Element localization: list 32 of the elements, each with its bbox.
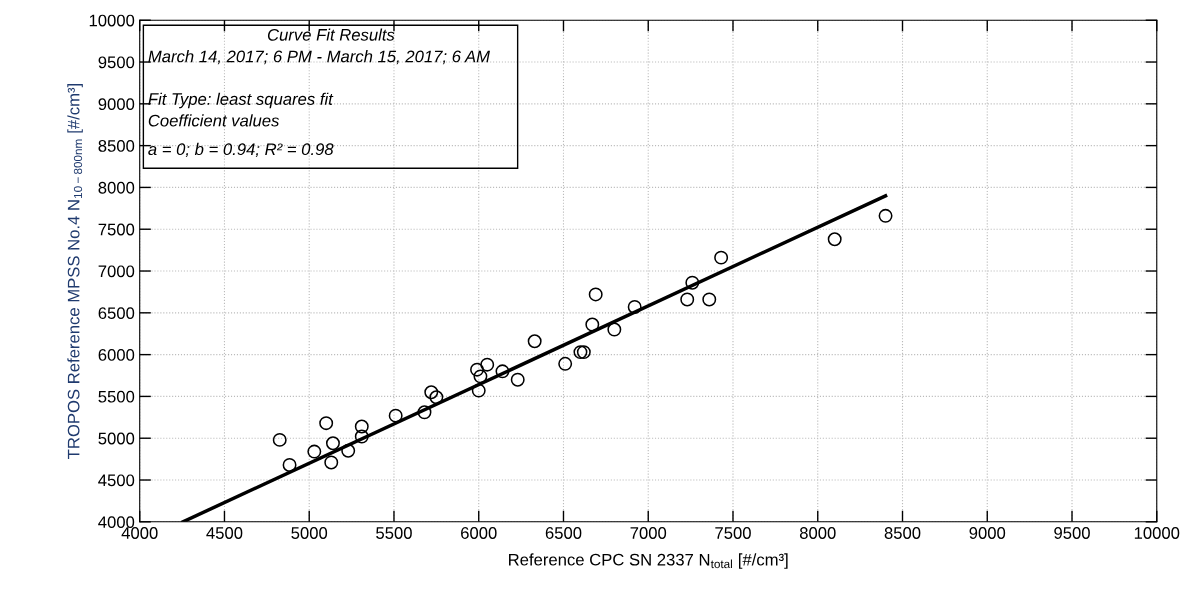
- x-tick-label: 4000: [121, 527, 158, 539]
- y-tick-label: 9000: [98, 98, 135, 111]
- x-tick-label: 9500: [1054, 527, 1090, 539]
- x-axis-title: Reference CPC SN 2337 N$_{total}$ [#/cm³]: [509, 553, 788, 569]
- x-tick-label: 9000: [969, 527, 1006, 539]
- y-tick-label: 4500: [98, 474, 135, 487]
- annotation: Fit Type: least squares fit: [148, 92, 334, 109]
- x-tick-label: 4500: [206, 527, 243, 539]
- annotation: a = 0; b = 0.94; R² = 0.98: [148, 142, 334, 158]
- x-tick-label: 6000: [461, 527, 497, 539]
- x-tick-label: 7000: [630, 527, 667, 539]
- annotation: March 14, 2017; 6 PM - March 15, 2017; 6 AM: [148, 50, 490, 65]
- y-tick-label: 7000: [98, 265, 135, 278]
- x-tick-label: 5000: [291, 527, 328, 539]
- x-tick-label: 8000: [799, 527, 836, 539]
- y-axis-title: TROPOS Reference MPSS No.4 N$_{10−800nm}$ [#/cm³]: [67, 84, 83, 459]
- x-tick-label: 5500: [376, 527, 412, 539]
- y-tick-label: 5000: [98, 432, 135, 445]
- x-tick-label: 7500: [715, 527, 751, 539]
- y-tick-label: 10000: [89, 14, 135, 27]
- y-tick-label: 8000: [98, 181, 135, 194]
- y-tick-label: 9500: [98, 56, 135, 69]
- y-tick-label: 7500: [98, 223, 135, 236]
- annotation: Curve Fit Results: [267, 28, 395, 41]
- annotation: Coefficient values: [148, 114, 280, 127]
- y-tick-label: 5500: [98, 390, 135, 403]
- y-tick-label: 6500: [98, 307, 135, 320]
- x-tick-label: 6500: [545, 527, 582, 539]
- x-tick-label: 8500: [884, 527, 921, 539]
- y-tick-label: 6000: [98, 349, 135, 361]
- x-tick-label: 10000: [1134, 527, 1180, 539]
- y-tick-label: 8500: [98, 140, 135, 152]
